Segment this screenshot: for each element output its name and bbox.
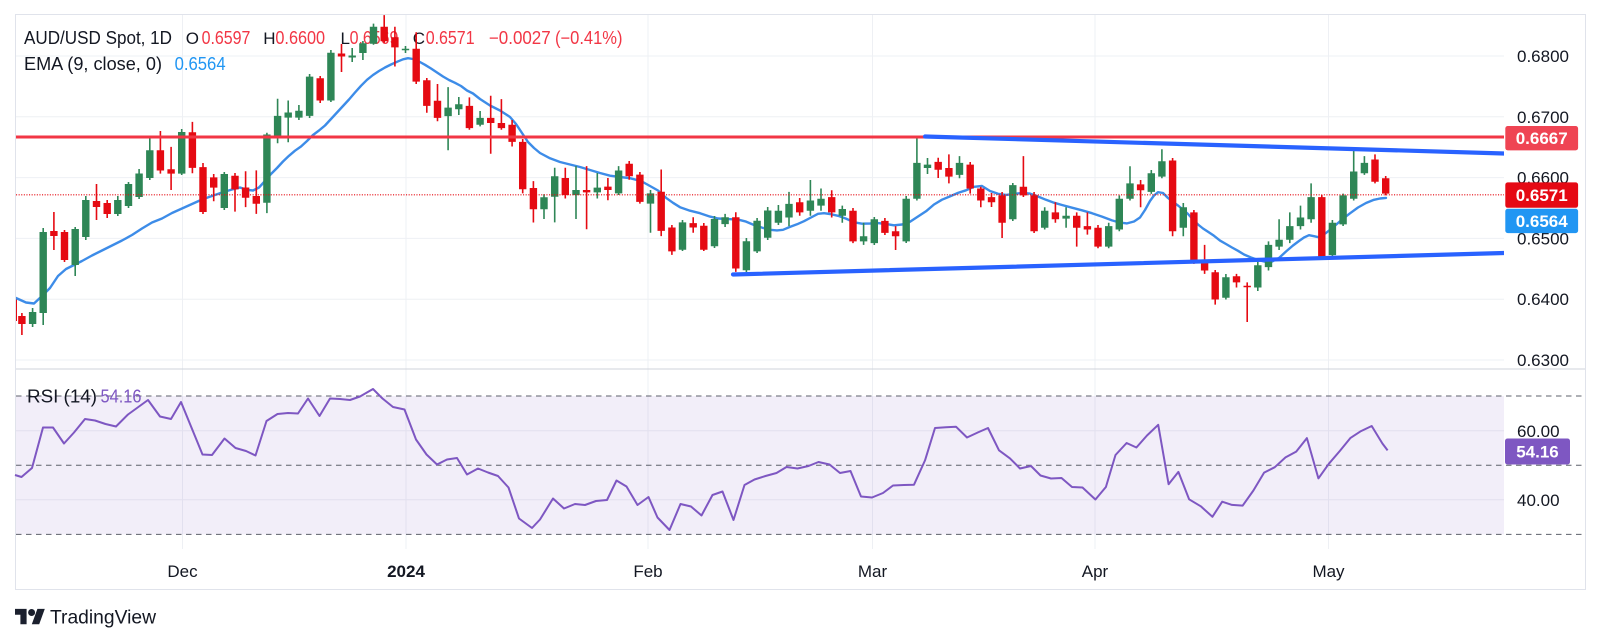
svg-text:Apr: Apr: [1082, 562, 1109, 581]
svg-text:0.6564: 0.6564: [175, 54, 226, 74]
svg-text:L: L: [341, 29, 350, 48]
svg-text:(−0.41%): (−0.41%): [555, 28, 623, 48]
svg-text:Dec: Dec: [167, 562, 198, 581]
svg-text:TradingView: TradingView: [50, 607, 157, 629]
svg-text:0.6600: 0.6600: [275, 28, 325, 48]
svg-text:0.6571: 0.6571: [1516, 186, 1568, 205]
svg-text:−0.0027: −0.0027: [489, 28, 551, 48]
svg-text:0.6300: 0.6300: [1517, 351, 1569, 370]
svg-text:54.16: 54.16: [101, 387, 142, 407]
svg-text:0.6564: 0.6564: [1516, 212, 1569, 231]
svg-text:40.00: 40.00: [1517, 491, 1560, 510]
svg-text:EMA (9, close, 0): EMA (9, close, 0): [24, 54, 162, 74]
svg-text:C: C: [413, 29, 425, 48]
svg-text:0.6400: 0.6400: [1517, 290, 1569, 309]
svg-text:O: O: [186, 29, 199, 48]
svg-text:May: May: [1312, 562, 1345, 581]
svg-text:0.6571: 0.6571: [426, 28, 475, 48]
svg-text:60.00: 60.00: [1517, 422, 1560, 441]
svg-text:0.6500: 0.6500: [1517, 229, 1569, 248]
svg-text:Feb: Feb: [633, 562, 662, 581]
svg-text:H: H: [263, 29, 275, 48]
svg-text:0.6800: 0.6800: [1517, 47, 1569, 66]
svg-text:0.6700: 0.6700: [1517, 108, 1569, 127]
svg-text:2024: 2024: [387, 562, 425, 581]
svg-text:54.16: 54.16: [1516, 443, 1559, 462]
svg-text:Mar: Mar: [858, 562, 888, 581]
svg-text:0.6597: 0.6597: [202, 28, 251, 48]
svg-text:AUD/USD Spot, 1D: AUD/USD Spot, 1D: [24, 28, 172, 48]
svg-text:RSI (14): RSI (14): [27, 387, 97, 407]
svg-text:0.6667: 0.6667: [1516, 129, 1568, 148]
